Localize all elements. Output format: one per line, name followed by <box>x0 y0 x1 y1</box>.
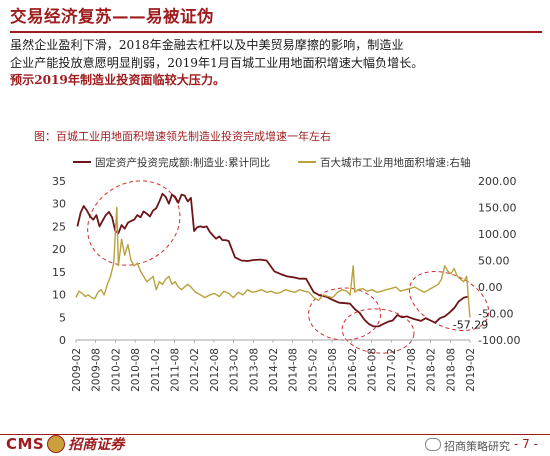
company-logo: CMS 招商证券 <box>6 433 124 455</box>
x-tick-label: 2011-02 <box>150 348 162 392</box>
y-right-tick-label: 150.00 <box>478 202 517 215</box>
x-tick-label: 2009-08 <box>91 348 103 392</box>
highlight-ellipse <box>308 287 382 341</box>
x-tick-label: 2016-08 <box>367 348 379 392</box>
y-left-tick-label: 35 <box>52 175 66 188</box>
x-tick-label: 2014-08 <box>288 348 300 392</box>
x-tick-label: 2012-02 <box>189 348 201 392</box>
x-tick-label: 2017-08 <box>406 348 418 392</box>
x-tick-label: 2010-02 <box>110 348 122 392</box>
x-tick-label: 2012-08 <box>209 348 221 392</box>
annotation-label: -57.29 <box>453 318 488 331</box>
y-right-tick-label: 50.00 <box>478 255 510 268</box>
y-left-tick-label: 30 <box>52 198 66 211</box>
x-tick-label: 2014-02 <box>268 348 280 392</box>
logo-cms-text: CMS <box>6 435 45 453</box>
legend-label: 固定资产投资完成额:制造业:累计同比 <box>95 156 270 169</box>
y-right-tick-label: 200.00 <box>478 175 517 188</box>
legend-label: 百大城市工业用地面积增速:右轴 <box>320 156 471 169</box>
slide-title: 交易经济复苏——易被证伪 <box>10 7 214 26</box>
watermark: 招商策略研究 <box>425 438 510 454</box>
series-line-land <box>75 206 471 318</box>
watermark-text: 招商策略研究 <box>444 440 510 453</box>
y-left-tick-label: 5 <box>59 311 66 324</box>
y-left-tick-label: 20 <box>52 243 66 256</box>
title-divider <box>10 31 542 33</box>
x-tick-label: 2018-02 <box>426 348 438 392</box>
y-left-tick-label: 10 <box>52 289 66 302</box>
x-tick-label: 2013-02 <box>229 348 241 392</box>
x-tick-label: 2019-02 <box>465 348 477 392</box>
y-right-tick-label: 0.00 <box>478 281 503 294</box>
paragraph-line: 虽然企业盈利下滑，2018年金融去杠杆以及中美贸易摩擦的影响，制造业 <box>10 38 404 52</box>
x-tick-label: 2010-08 <box>130 348 142 392</box>
y-left-tick-label: 25 <box>52 220 66 233</box>
x-tick-label: 2013-08 <box>248 348 260 392</box>
x-tick-label: 2017-02 <box>386 348 398 392</box>
chart: 0 5 10 15 20 25 30 35 -100.00 -50.00 0.00 50.00 100.… <box>52 156 520 392</box>
y-right-tick-label: -100.00 <box>478 334 520 347</box>
page-number: - 7 - <box>514 437 538 451</box>
y-left-tick-label: 0 <box>59 334 66 347</box>
footer-divider <box>0 434 550 435</box>
x-tick-label: 2015-08 <box>327 348 339 392</box>
chart-title: 图：百城工业用地面积增速领先制造业投资完成增速一年左右 <box>34 130 331 143</box>
paragraph-line: 企业产能投放意愿明显削弱，2019年1月百城工业用地面积增速大幅负增长。 <box>10 55 424 70</box>
x-tick-label: 2009-02 <box>71 348 83 392</box>
wechat-icon <box>425 438 441 451</box>
y-left-tick-label: 15 <box>52 266 66 279</box>
x-tick-label: 2015-02 <box>307 348 319 392</box>
y-right-tick-label: -50.00 <box>478 308 513 321</box>
logo-emblem-icon <box>47 435 66 453</box>
x-tick-label: 2011-08 <box>170 348 182 392</box>
y-right-tick-label: 100.00 <box>478 228 517 241</box>
highlight-ellipse <box>408 270 490 332</box>
series-line-investment <box>76 192 468 328</box>
x-tick-label: 2018-08 <box>445 348 457 392</box>
paragraph-emphasis: 预示2019年制造业投资面临较大压力。 <box>10 73 226 87</box>
body-paragraph: 虽然企业盈利下滑，2018年金融去杠杆以及中美贸易摩擦的影响，制造业 企业产能投… <box>10 37 544 90</box>
x-tick-label: 2016-02 <box>347 348 359 392</box>
highlight-ellipse <box>341 308 415 354</box>
logo-cn-text: 招商证券 <box>68 437 125 453</box>
